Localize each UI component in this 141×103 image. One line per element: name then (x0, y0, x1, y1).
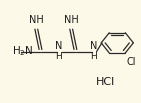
Text: N: N (55, 41, 62, 51)
Text: Cl: Cl (127, 57, 136, 67)
Text: H: H (55, 52, 62, 61)
Text: H: H (90, 52, 97, 61)
Text: NH: NH (64, 15, 79, 25)
Text: $\mathsf{H_2N}$: $\mathsf{H_2N}$ (12, 45, 33, 58)
Text: NH: NH (29, 15, 44, 25)
Text: HCl: HCl (96, 77, 115, 87)
Text: N: N (90, 41, 97, 51)
